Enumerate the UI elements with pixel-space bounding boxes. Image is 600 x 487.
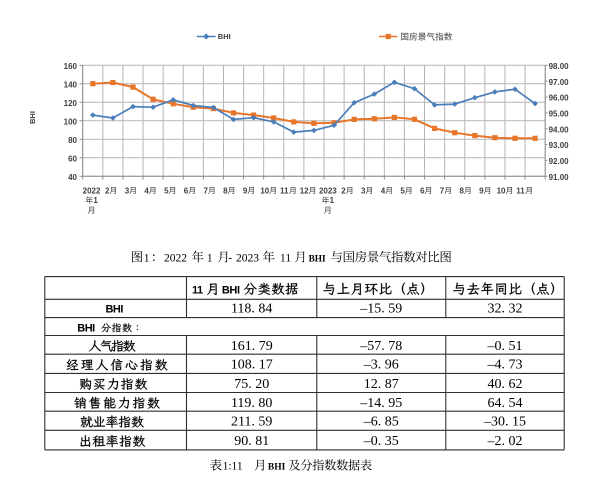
svg-text:11: 11: [516, 186, 525, 195]
svg-text:92.00: 92.00: [549, 157, 570, 166]
svg-text:3: 3: [125, 186, 130, 195]
svg-text:–14. 95: –14. 95: [359, 396, 402, 411]
svg-text:BHI: BHI: [268, 463, 286, 473]
svg-text:94.00: 94.00: [549, 125, 570, 134]
svg-text:6: 6: [420, 186, 425, 195]
svg-text:120: 120: [64, 99, 78, 108]
svg-text:BHI: BHI: [309, 254, 326, 264]
svg-text:10: 10: [497, 186, 506, 195]
svg-text:60: 60: [68, 154, 77, 163]
svg-text:96.00: 96.00: [549, 94, 570, 103]
svg-text:161. 79: 161. 79: [231, 339, 273, 354]
svg-text:1:11: 1:11: [223, 461, 243, 473]
svg-text:–57. 78: –57. 78: [359, 339, 402, 354]
svg-text:8: 8: [223, 186, 228, 195]
svg-text:7: 7: [440, 186, 445, 195]
svg-text:91.00: 91.00: [549, 173, 570, 182]
svg-text:2: 2: [341, 186, 346, 195]
svg-text:BHI: BHI: [218, 32, 231, 41]
svg-text:9: 9: [243, 186, 248, 195]
svg-text:40. 62: 40. 62: [488, 377, 523, 392]
svg-text:108. 17: 108. 17: [231, 358, 273, 373]
svg-text:97.00: 97.00: [549, 78, 570, 87]
svg-text:1: 1: [207, 252, 213, 264]
svg-text:95.00: 95.00: [549, 109, 570, 118]
svg-text:–0. 35: –0. 35: [363, 434, 399, 449]
svg-text:1: 1: [144, 252, 150, 264]
svg-text:8: 8: [459, 186, 464, 195]
svg-text:–15. 59: –15. 59: [359, 302, 402, 317]
svg-text:BHI: BHI: [105, 304, 123, 316]
svg-text:5: 5: [400, 186, 405, 195]
svg-text:-: -: [228, 252, 232, 264]
svg-text:7: 7: [203, 186, 208, 195]
svg-text:93.00: 93.00: [549, 141, 570, 150]
svg-text:9: 9: [479, 186, 484, 195]
svg-text:6: 6: [184, 186, 189, 195]
svg-text:–6. 85: –6. 85: [363, 415, 399, 430]
svg-text:10: 10: [260, 186, 269, 195]
svg-text:140: 140: [64, 80, 78, 89]
svg-text:211. 59: 211. 59: [231, 415, 272, 430]
svg-text:BHI: BHI: [28, 111, 37, 124]
svg-text:12: 12: [300, 186, 309, 195]
svg-text:–4. 73: –4. 73: [487, 358, 523, 373]
svg-text:–3. 96: –3. 96: [363, 358, 399, 373]
svg-text:–30. 15: –30. 15: [483, 415, 526, 430]
svg-text:4: 4: [144, 186, 149, 195]
svg-text:2023: 2023: [319, 186, 337, 195]
svg-text:12. 87: 12. 87: [364, 377, 399, 392]
svg-text:11: 11: [280, 252, 291, 264]
svg-text:2: 2: [105, 186, 110, 195]
svg-text:160: 160: [64, 62, 78, 71]
svg-text:119. 80: 119. 80: [231, 396, 272, 411]
svg-text:BHI: BHI: [222, 284, 240, 296]
svg-text:1: 1: [330, 196, 335, 205]
svg-text:2022: 2022: [164, 252, 187, 264]
svg-text:118. 84: 118. 84: [231, 302, 272, 317]
svg-text:–2. 02: –2. 02: [487, 434, 523, 449]
svg-text:75. 20: 75. 20: [234, 377, 269, 392]
svg-text:BHI: BHI: [77, 322, 95, 334]
svg-text:80: 80: [68, 136, 77, 145]
svg-text:40: 40: [68, 173, 77, 182]
svg-text:98.00: 98.00: [549, 62, 570, 71]
svg-text:3: 3: [361, 186, 366, 195]
svg-text:32. 32: 32. 32: [488, 302, 523, 317]
svg-text:4: 4: [381, 186, 386, 195]
svg-text:64. 54: 64. 54: [488, 396, 523, 411]
svg-text:11: 11: [192, 284, 203, 296]
svg-text:–0. 51: –0. 51: [487, 339, 523, 354]
svg-text:2023: 2023: [236, 252, 259, 264]
svg-text:5: 5: [164, 186, 169, 195]
svg-text:1: 1: [93, 196, 98, 205]
svg-text:90. 81: 90. 81: [234, 434, 269, 449]
svg-text:2022: 2022: [83, 186, 101, 195]
svg-text:11: 11: [280, 186, 289, 195]
svg-text:100: 100: [64, 117, 78, 126]
